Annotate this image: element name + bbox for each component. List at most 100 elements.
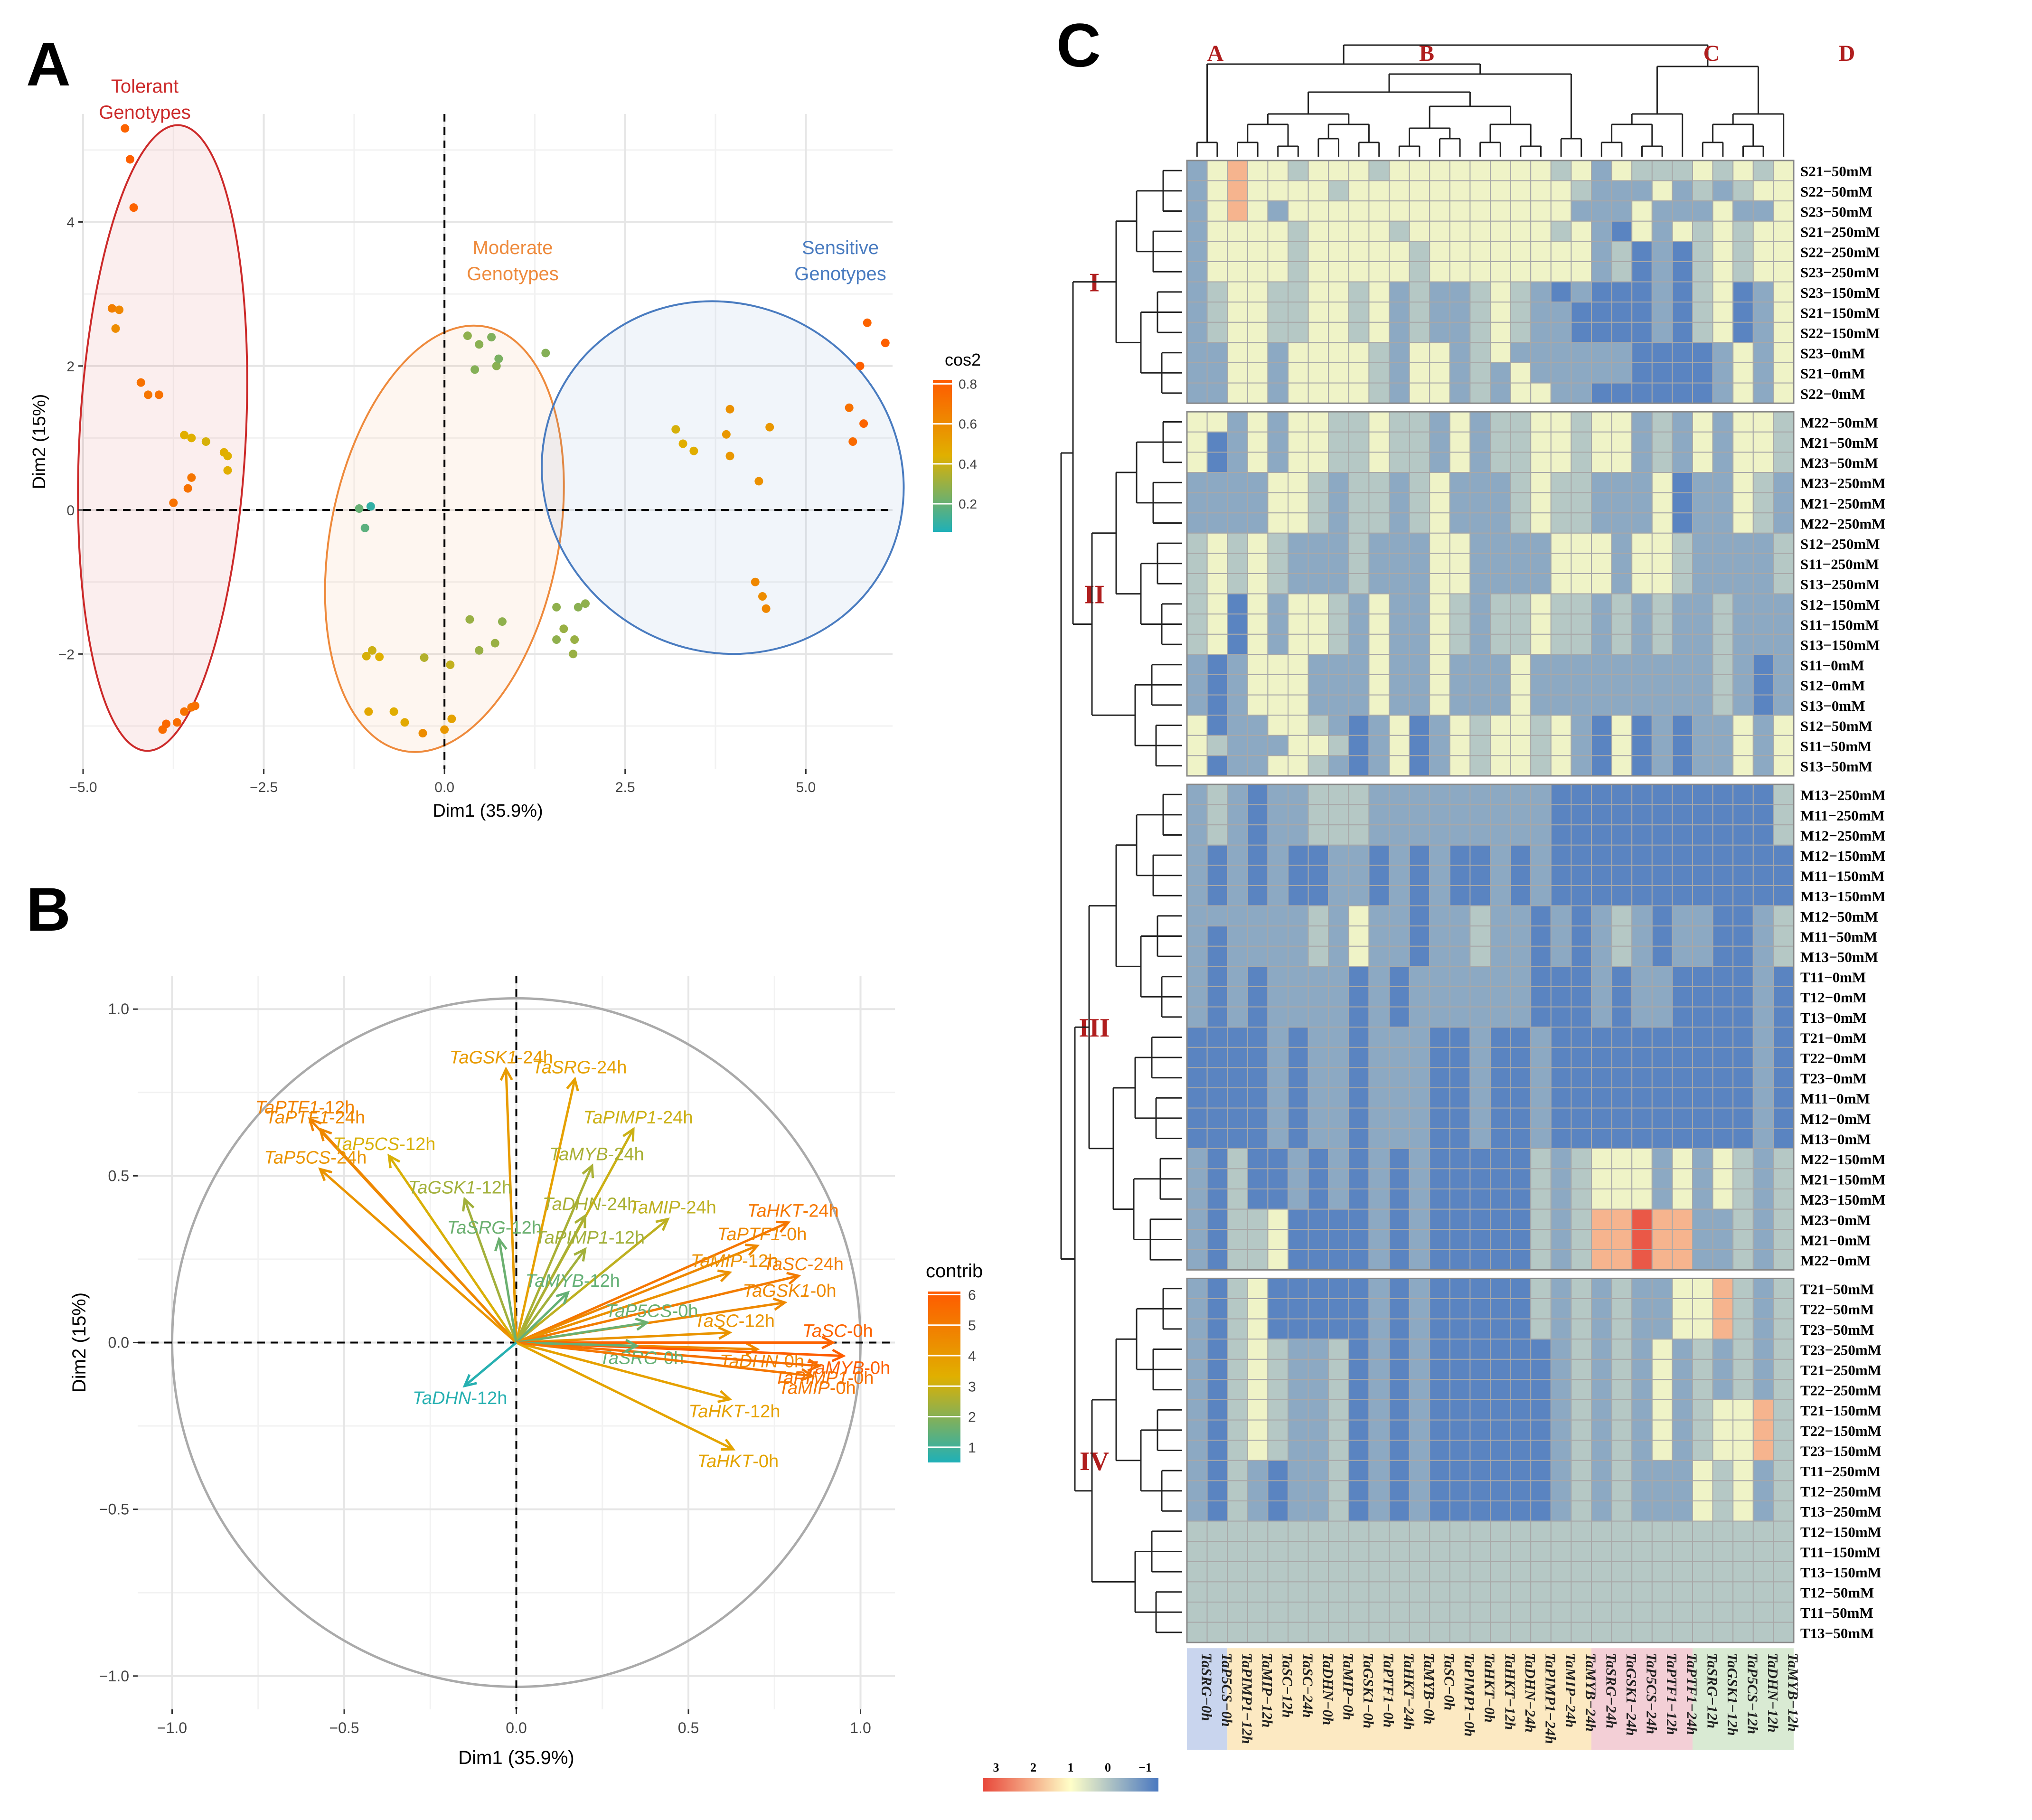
heatmap-cell (1490, 411, 1511, 433)
heatmap-cell (1692, 180, 1713, 202)
heatmap-cell (1247, 804, 1269, 826)
heatmap-cell (1368, 1520, 1390, 1542)
heatmap-cell (1712, 431, 1734, 453)
heatmap-cell (1449, 431, 1471, 453)
heatmap-cell (1550, 1602, 1572, 1623)
heatmap-cell (1692, 1168, 1713, 1189)
heatmap-cell (1530, 1520, 1552, 1542)
gene-name: TaDHN (543, 1195, 602, 1215)
heatmap-cell (1530, 844, 1552, 866)
heatmap-cell (1429, 180, 1450, 202)
heatmap-cell (1469, 1249, 1491, 1271)
heatmap-cell (1773, 1520, 1794, 1542)
heatmap-cell (1712, 553, 1734, 575)
heatmap-cell (1308, 382, 1329, 404)
heatmap-cell (1672, 694, 1693, 716)
color-key-label: 1 (1068, 1761, 1074, 1774)
column-label: TaSRG−24h (1603, 1653, 1619, 1728)
row-label: T12−0mM (1800, 989, 1867, 1006)
heatmap-cell (1429, 261, 1450, 283)
heatmap-cell (1328, 613, 1349, 635)
heatmap-cell (1469, 715, 1491, 736)
heatmap-cell (1348, 1419, 1370, 1441)
heatmap-cell (1389, 1298, 1410, 1320)
heatmap-cell (1712, 1602, 1734, 1623)
heatmap-cell (1469, 431, 1491, 453)
heatmap-cell (1328, 986, 1349, 1008)
heatmap-cell (1510, 553, 1532, 575)
x-tick-label: 1.0 (850, 1719, 871, 1736)
heatmap-cell (1631, 1006, 1653, 1028)
heatmap-cell (1308, 784, 1329, 805)
heatmap-cell (1267, 1379, 1289, 1400)
heatmap-cell (1368, 512, 1390, 534)
legend-title: contrib (926, 1261, 983, 1282)
heatmap-cell (1571, 472, 1592, 493)
heatmap-cell (1571, 1208, 1592, 1230)
heatmap-cell (1752, 180, 1774, 202)
heatmap-cell (1510, 905, 1532, 927)
heatmap-cell (1611, 1188, 1633, 1210)
heatmap-cell (1712, 1148, 1734, 1169)
heatmap-cell (1530, 1249, 1552, 1271)
heatmap-cell (1328, 573, 1349, 594)
y-tick-label: −2 (58, 647, 75, 662)
heatmap-cell (1773, 1379, 1794, 1400)
heatmap-cell (1227, 261, 1248, 283)
heatmap-cell (1308, 362, 1329, 384)
heatmap-cell (1308, 1047, 1329, 1068)
heatmap-cell (1571, 755, 1592, 777)
heatmap-cell (1611, 945, 1633, 967)
heatmap-cell (1692, 1440, 1713, 1461)
heatmap-cell (1611, 1249, 1633, 1271)
heatmap-cell (1490, 431, 1511, 453)
row-label: T23−0mM (1800, 1070, 1867, 1087)
heatmap-cell (1672, 302, 1693, 323)
heatmap-cell (1530, 804, 1552, 826)
heatmap-cell (1651, 261, 1673, 283)
heatmap-cell (1389, 1188, 1410, 1210)
heatmap-cell (1308, 1339, 1329, 1360)
column-label: TaPTF1−0h (1381, 1653, 1397, 1727)
heatmap-cell (1611, 1278, 1633, 1299)
heatmap-cell (1550, 431, 1572, 453)
heatmap-cell (1186, 755, 1208, 777)
heatmap-cell (1227, 1318, 1248, 1340)
heatmap-cell (1732, 1318, 1754, 1340)
heatmap-cell (1773, 966, 1794, 988)
heatmap-cell (1752, 241, 1774, 262)
heatmap-cell (1469, 1188, 1491, 1210)
heatmap-cell (1328, 281, 1349, 303)
heatmap-cell (1692, 986, 1713, 1008)
heatmap-cell (1409, 180, 1430, 202)
heatmap-cell (1308, 1602, 1329, 1623)
data-point (552, 635, 561, 644)
heatmap-cell (1206, 1520, 1228, 1542)
row-label: S11−250mM (1800, 556, 1879, 573)
heatmap-cell (1389, 784, 1410, 805)
heatmap-cell (1308, 302, 1329, 323)
heatmap-cell (1247, 1440, 1269, 1461)
heatmap-cell (1651, 1602, 1673, 1623)
heatmap-cell (1328, 593, 1349, 615)
heatmap-cell (1672, 452, 1693, 473)
row-label: M12−250mM (1800, 827, 1886, 844)
heatmap-cell (1752, 905, 1774, 927)
heatmap-cell (1267, 1067, 1289, 1088)
heatmap-cell (1469, 281, 1491, 303)
heatmap-cell (1510, 824, 1532, 846)
heatmap-cell (1348, 844, 1370, 866)
column-group-band (1187, 1648, 1228, 1750)
heatmap-cell (1348, 1128, 1370, 1149)
heatmap-cell (1368, 654, 1390, 676)
heatmap-cell (1368, 1087, 1390, 1109)
heatmap-cell (1288, 784, 1309, 805)
heatmap-cell (1449, 613, 1471, 635)
heatmap-cell (1712, 1229, 1734, 1250)
heatmap-cell (1227, 1208, 1248, 1230)
heatmap-cell (1429, 1339, 1450, 1360)
variable-arrow (516, 1271, 730, 1344)
variable-arrow (515, 1248, 586, 1343)
heatmap-cell (1308, 1440, 1329, 1461)
heatmap-cell (1672, 1067, 1693, 1088)
